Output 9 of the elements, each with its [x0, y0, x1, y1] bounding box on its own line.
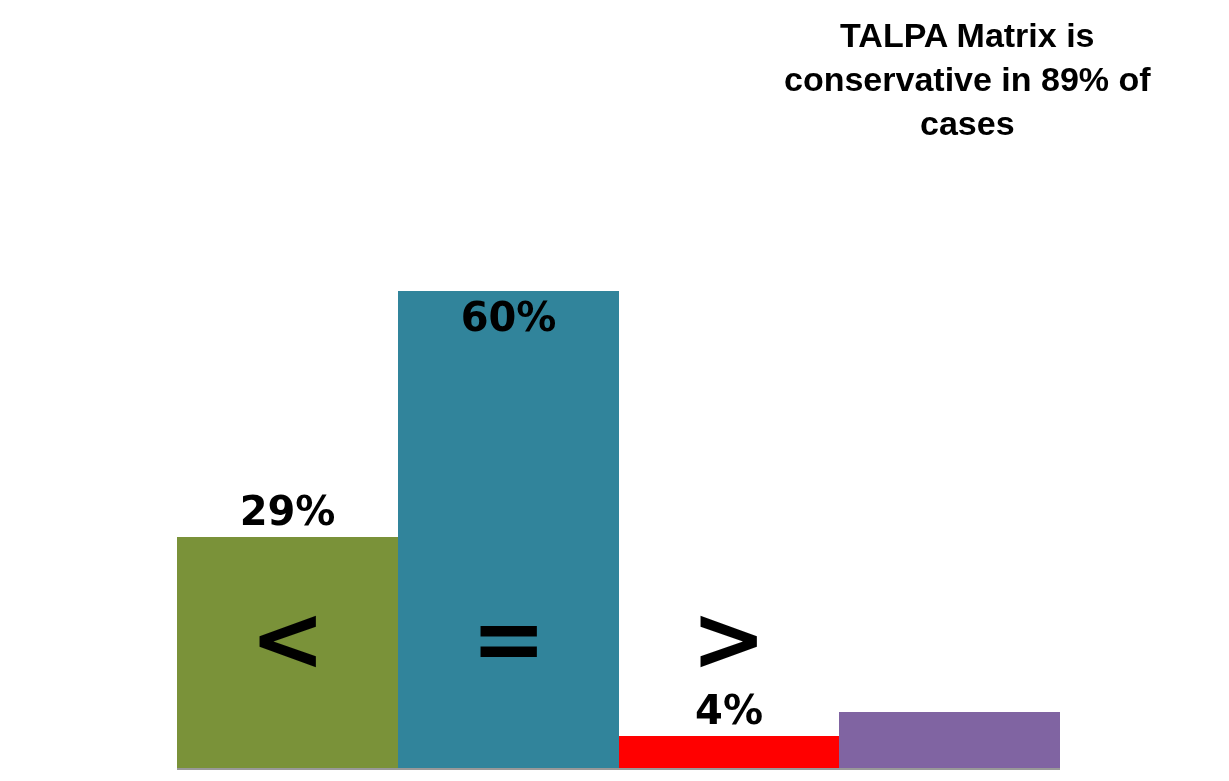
bar	[619, 736, 839, 768]
bar	[177, 537, 398, 768]
x-tick-label: <	[250, 586, 326, 691]
x-tick-label: =	[471, 586, 547, 691]
chart-title: TALPA Matrix is conservative in 89% of cases	[784, 16, 1152, 143]
bar	[839, 712, 1060, 768]
data-label: 60%	[460, 294, 557, 340]
bar	[398, 291, 619, 768]
data-label: 29%	[239, 488, 336, 534]
